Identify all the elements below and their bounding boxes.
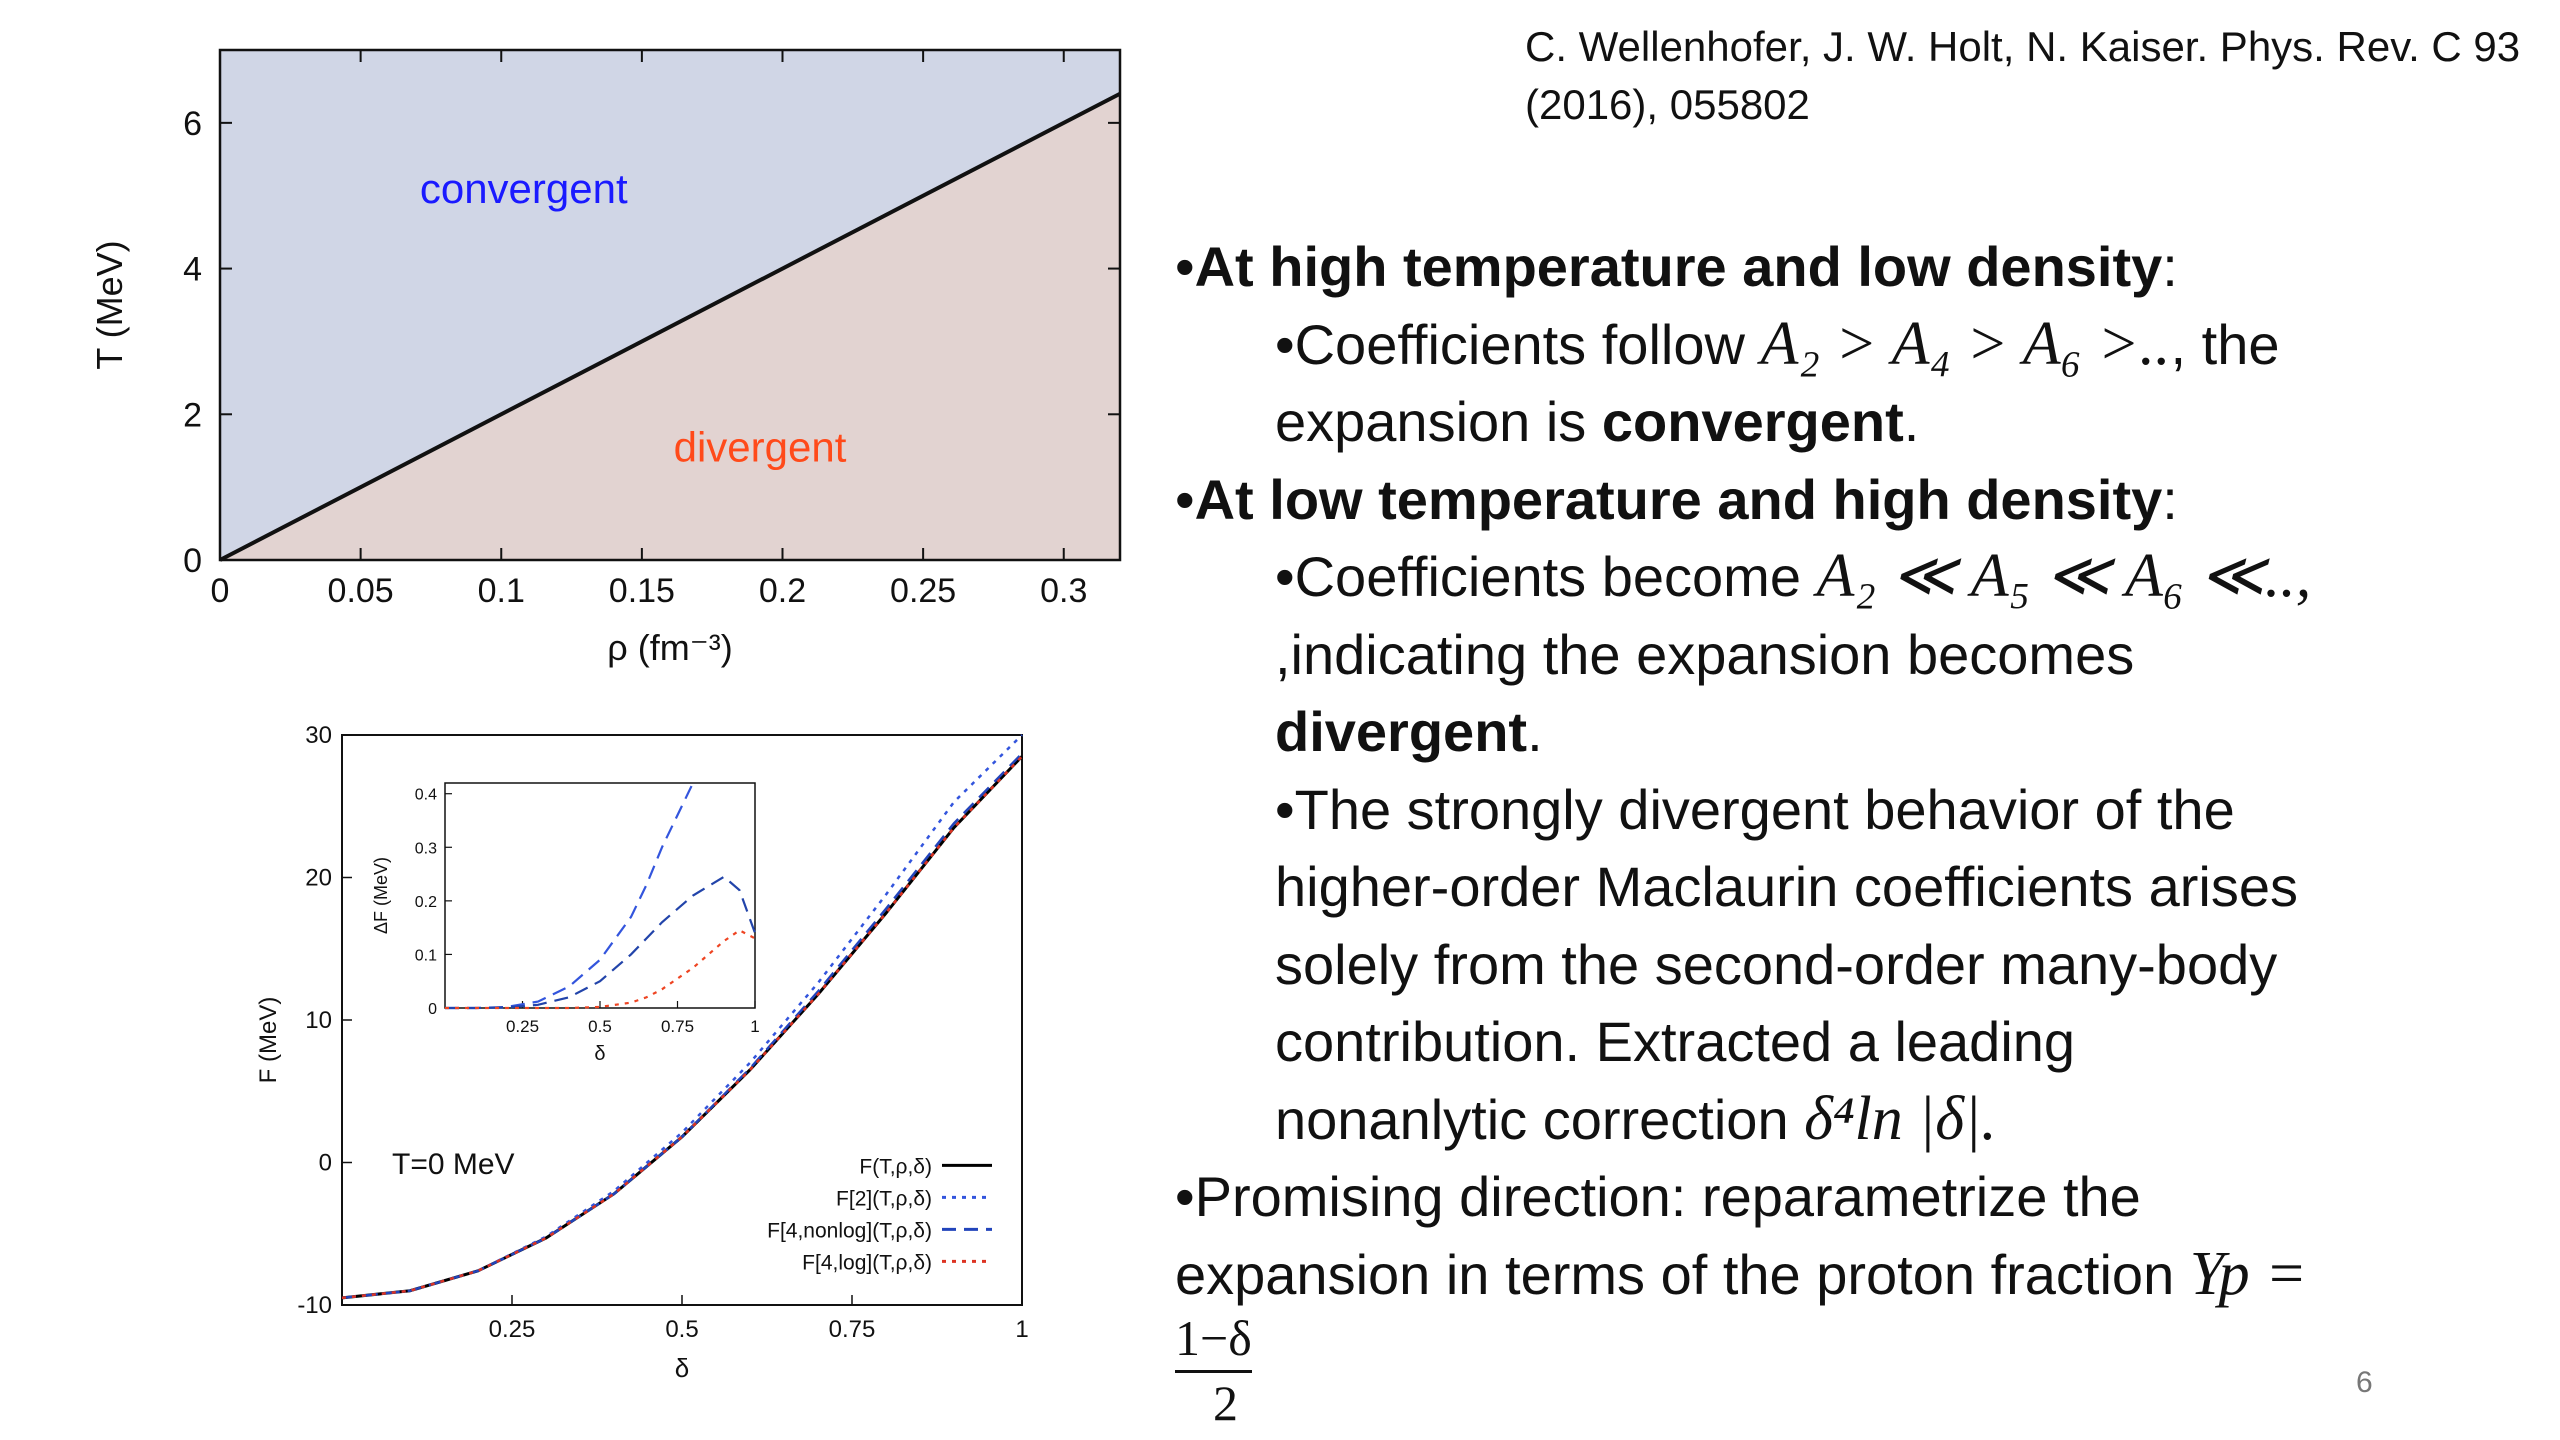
text: nonanlytic correction bbox=[1275, 1087, 1805, 1151]
inset-x-tick-label: 0.25 bbox=[506, 1017, 539, 1036]
x-tick-label: 0.25 bbox=[489, 1316, 536, 1343]
y-tick-label: 4 bbox=[183, 251, 202, 289]
bullet-1-sub-line2: expansion is convergent. bbox=[1175, 383, 2535, 461]
x-tick-label: 0.75 bbox=[829, 1316, 876, 1343]
x-axis-label: ρ (fm⁻³) bbox=[607, 627, 732, 668]
bold-term: divergent bbox=[1275, 700, 1528, 763]
page-number: 6 bbox=[2356, 1366, 2373, 1399]
bullet-list: •At high temperature and low density: •C… bbox=[1175, 228, 2535, 1313]
bullet-3-line5: nonanlytic correction δ⁴ln |δ|. bbox=[1175, 1081, 2535, 1159]
colon: : bbox=[2162, 235, 2178, 298]
colon: : bbox=[2162, 467, 2178, 531]
bullet-2-sub: •Coefficients become A₂ ≪ A₅ ≪ A₆ ≪.., bbox=[1275, 542, 2312, 610]
y-tick-label: 10 bbox=[305, 1007, 332, 1034]
bullet-3-line3: solely from the second-order many-body bbox=[1275, 932, 2278, 996]
plot-frame bbox=[218, 48, 1122, 562]
y-axis-label: F (MeV) bbox=[255, 997, 282, 1084]
inset-x-tick-label: 0.75 bbox=[661, 1017, 694, 1036]
period: . bbox=[1903, 390, 1920, 453]
series-line bbox=[341, 755, 1023, 1300]
legend-label: F[4,nonlog](T,ρ,δ) bbox=[767, 1219, 932, 1242]
fraction: 1−δ 2 bbox=[1175, 1310, 1275, 1433]
bold-term: convergent bbox=[1601, 390, 1904, 453]
convergent-region bbox=[220, 50, 1120, 560]
x-axis-label: δ bbox=[675, 1353, 689, 1383]
x-tick-label: 0.3 bbox=[1040, 572, 1087, 610]
legend-label: F[4,log](T,ρ,δ) bbox=[802, 1251, 932, 1274]
y-tick-label: 30 bbox=[305, 722, 332, 749]
bullet-1-heading: At high temperature and low density bbox=[1194, 235, 2163, 298]
text: The strongly divergent behavior of the bbox=[1294, 777, 2235, 841]
bullet-2-sub-line2: ,indicating the expansion becomes bbox=[1275, 622, 2135, 686]
inset-x-tick-label: 0.5 bbox=[588, 1017, 612, 1036]
bullet-2-sub-line3: divergent. bbox=[1175, 693, 2535, 771]
x-tick-label: 0.15 bbox=[609, 572, 675, 610]
inset-y-tick-label: 0.2 bbox=[415, 894, 437, 911]
x-tick-label: 0.5 bbox=[665, 1316, 698, 1343]
bullet-2: •At low temperature and high density: bbox=[1175, 467, 2178, 531]
series-line bbox=[341, 752, 1023, 1300]
citation: C. Wellenhofer, J. W. Holt, N. Kaiser. P… bbox=[1525, 23, 2521, 128]
math-expression: A₂ ≪ A₅ ≪ A₆ ≪.., bbox=[1816, 542, 2312, 610]
x-tick-label: 0 bbox=[211, 572, 230, 610]
inset-series-line bbox=[445, 875, 757, 1010]
y-tick-label: 0 bbox=[183, 542, 202, 580]
bullet-2-heading: At low temperature and high density bbox=[1194, 467, 2163, 531]
region-label-divergent: divergent bbox=[674, 424, 847, 471]
legend-label: F[2](T,ρ,δ) bbox=[836, 1187, 932, 1210]
y-tick-label: 20 bbox=[305, 865, 332, 892]
region-label-convergent: convergent bbox=[420, 165, 628, 212]
fraction-denominator: 2 bbox=[1213, 1375, 1238, 1431]
text: Coefficients follow bbox=[1294, 312, 1761, 376]
boundary-line bbox=[219, 91, 1121, 562]
x-tick-label: 0.25 bbox=[890, 572, 956, 610]
text: Promising direction: reparametrize the bbox=[1194, 1165, 2141, 1228]
bullet-3-line1: •The strongly divergent behavior of the bbox=[1275, 777, 2235, 841]
period: . bbox=[1527, 700, 1543, 763]
y-tick-label: -10 bbox=[297, 1292, 332, 1319]
x-tick-label: 0.2 bbox=[759, 572, 806, 610]
inset-y-tick-label: 0.1 bbox=[415, 947, 437, 964]
math-expression: Yp = bbox=[2189, 1239, 2307, 1308]
bullet-3-line4: contribution. Extracted a leading bbox=[1275, 1010, 2076, 1073]
y-axis-label: T (MeV) bbox=[89, 240, 130, 369]
text: expansion is bbox=[1275, 390, 1602, 453]
inset-y-axis-label: ΔF (MeV) bbox=[371, 857, 391, 934]
x-tick-label: 1 bbox=[1015, 1316, 1028, 1343]
bullet-3-line2: higher-order Maclaurin coefficients aris… bbox=[1275, 855, 2298, 918]
bullet-4-line1: •Promising direction: reparametrize the bbox=[1175, 1165, 2141, 1228]
inset-x-axis-label: δ bbox=[594, 1043, 605, 1065]
inset-series-line bbox=[445, 929, 756, 1010]
temperature-annotation: T=0 MeV bbox=[392, 1148, 515, 1181]
bullet-1: •At high temperature and low density: bbox=[1175, 235, 2178, 298]
legend-label: F(T,ρ,δ) bbox=[859, 1155, 932, 1178]
inset-y-tick-label: 0.3 bbox=[415, 840, 437, 857]
inset-y-tick-label: 0 bbox=[428, 1001, 437, 1018]
inset-frame bbox=[444, 782, 756, 1009]
bullet-1-sub: •Coefficients follow A₂ > A₄ > A₆ >.., t… bbox=[1275, 309, 2280, 378]
bullet-4-line2: expansion in terms of the proton fractio… bbox=[1175, 1236, 2535, 1314]
text: , the bbox=[2170, 312, 2280, 376]
text: Coefficients become bbox=[1294, 545, 1817, 608]
y-tick-label: 2 bbox=[183, 396, 202, 434]
inset-x-tick-label: 1 bbox=[750, 1017, 759, 1036]
math-expression: δ⁴ln |δ|. bbox=[1804, 1084, 1997, 1153]
y-tick-label: 6 bbox=[183, 105, 202, 143]
phase-chart: 0 0.05 0.1 0.15 0.2 0.25 0.3 0 2 4 6 ρ (fm⁻³) T (MeV… bbox=[89, 48, 1122, 668]
y-tick-label: 0 bbox=[319, 1150, 332, 1177]
math-expression: A₂ > A₄ > A₆ >.. bbox=[1760, 309, 2171, 378]
text: expansion in terms of the proton fractio… bbox=[1175, 1242, 2190, 1306]
inset-y-tick-label: 0.4 bbox=[415, 787, 437, 804]
x-tick-label: 0.1 bbox=[478, 572, 525, 610]
fraction-numerator: 1−δ bbox=[1175, 1310, 1252, 1373]
x-tick-label: 0.05 bbox=[328, 572, 394, 610]
